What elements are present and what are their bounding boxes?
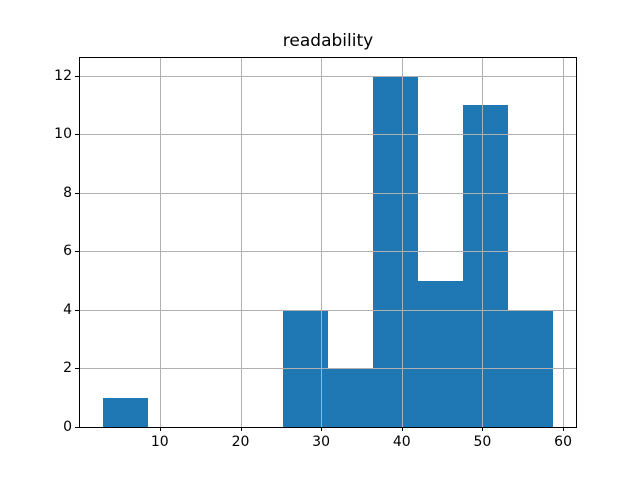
x-gridline [563, 58, 565, 427]
y-tick-label: 10 [54, 126, 72, 143]
y-gridline [80, 192, 576, 194]
y-tick-mark [75, 192, 79, 194]
x-tick-label: 50 [473, 434, 492, 450]
x-tick-label: 40 [392, 434, 411, 450]
y-gridline [80, 75, 576, 77]
y-tick-mark [75, 251, 79, 253]
x-tick-label: 30 [312, 434, 331, 450]
x-tick-mark [240, 427, 242, 431]
y-gridline [80, 251, 576, 253]
x-gridline [159, 58, 161, 427]
x-tick-mark [321, 427, 323, 431]
y-tick-label: 4 [63, 301, 72, 318]
y-tick-mark [75, 75, 79, 77]
histogram-bar [328, 368, 373, 427]
x-tick-label: 60 [554, 434, 573, 450]
x-tick-mark [563, 427, 565, 431]
y-tick-mark [75, 368, 79, 370]
histogram-bar [463, 104, 509, 427]
x-gridline [401, 58, 403, 427]
y-gridline [80, 368, 576, 370]
x-tick-mark [482, 427, 484, 431]
x-tick-mark [401, 427, 403, 431]
x-tick-label: 10 [150, 434, 169, 450]
histogram-bar [102, 397, 148, 427]
chart-title: readability [282, 31, 374, 51]
y-tick-mark [75, 309, 79, 311]
x-tick-label: 20 [231, 434, 250, 450]
y-gridline [80, 134, 576, 136]
x-gridline [240, 58, 242, 427]
x-tick-mark [159, 427, 161, 431]
y-tick-mark [75, 134, 79, 136]
histogram-bar [417, 280, 464, 427]
y-tick-mark [75, 427, 79, 428]
x-gridline [482, 58, 484, 427]
y-tick-label: 12 [54, 67, 72, 84]
plot-area: 10 20 30 40 50 60 0 2 4 6 8 10 12 [54, 57, 577, 450]
y-tick-label: 0 [63, 419, 72, 435]
y-tick-label: 8 [63, 184, 72, 201]
x-gridline [321, 58, 323, 427]
y-gridline [80, 309, 576, 311]
y-gridline [80, 427, 576, 428]
y-tick-label: 2 [63, 360, 72, 377]
y-tick-label: 6 [63, 243, 72, 260]
